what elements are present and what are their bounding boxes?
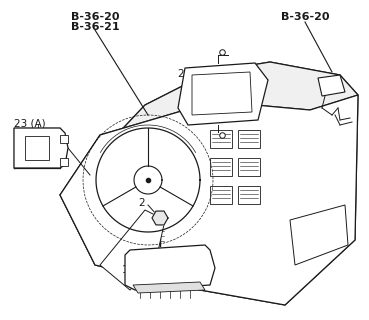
Text: 23 (A): 23 (A) [14, 118, 46, 128]
Polygon shape [152, 211, 168, 225]
Polygon shape [125, 245, 215, 290]
Polygon shape [60, 95, 358, 305]
Polygon shape [290, 205, 348, 265]
Text: 2: 2 [138, 198, 145, 208]
Polygon shape [100, 210, 165, 290]
Text: 1: 1 [122, 265, 129, 275]
Text: 23 (B): 23 (B) [178, 68, 210, 78]
Polygon shape [14, 128, 68, 168]
Bar [210, 158, 232, 176]
Bar [210, 130, 232, 148]
Bar [238, 158, 260, 176]
Bar [60, 158, 68, 166]
Text: B-36-20: B-36-20 [281, 12, 329, 22]
Polygon shape [60, 62, 358, 305]
Bar [210, 186, 232, 204]
Polygon shape [318, 75, 345, 96]
Polygon shape [60, 62, 358, 195]
Bar [238, 130, 260, 148]
Bar [238, 186, 260, 204]
Bar [25, 136, 49, 160]
Text: B-36-20: B-36-20 [71, 12, 119, 22]
Text: B-36-21: B-36-21 [71, 22, 119, 32]
Polygon shape [133, 282, 205, 293]
Polygon shape [178, 63, 268, 125]
Bar [60, 135, 68, 143]
